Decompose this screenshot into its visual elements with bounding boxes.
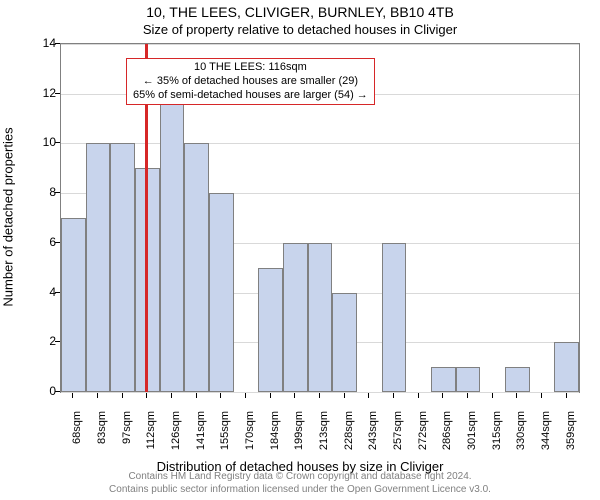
page-subtitle: Size of property relative to detached ho… [0,22,600,37]
gridline [61,143,579,144]
histogram-bar [382,243,407,392]
histogram-bar [505,367,530,392]
x-tick-mark [368,393,369,398]
histogram-bar [258,268,283,392]
annotation-box: 10 THE LEES: 116sqm ← 35% of detached hou… [126,58,375,105]
histogram-bar [61,218,86,392]
x-tick-mark [294,393,295,398]
y-axis-label: Number of detached properties [1,127,16,306]
plot-area: 10 THE LEES: 116sqm ← 35% of detached hou… [60,43,580,393]
x-tick-mark [146,393,147,398]
x-tick-mark [566,393,567,398]
y-tick-mark [55,192,60,193]
histogram-bar [184,143,209,392]
y-tick-mark [55,242,60,243]
x-tick-mark [344,393,345,398]
y-tick-label: 12 [16,86,56,100]
chart-container: Number of detached properties 10 THE LEE… [0,37,600,447]
x-tick-mark [516,393,517,398]
histogram-bar [431,367,456,392]
x-tick-mark [467,393,468,398]
x-tick-mark [122,393,123,398]
credits-line1: Contains HM Land Registry data © Crown c… [128,471,471,482]
x-tick-mark [171,393,172,398]
y-tick-label: 2 [16,334,56,348]
x-tick-mark [442,393,443,398]
gridline [61,44,579,45]
y-tick-label: 14 [16,36,56,50]
x-tick-mark [393,393,394,398]
x-tick-mark [492,393,493,398]
y-tick-mark [55,391,60,392]
histogram-bar [160,69,185,392]
x-tick-mark [97,393,98,398]
y-tick-mark [55,43,60,44]
histogram-bar [283,243,308,392]
x-tick-mark [270,393,271,398]
y-tick-mark [55,341,60,342]
histogram-bar [308,243,333,392]
x-tick-mark [319,393,320,398]
x-tick-mark [72,393,73,398]
annotation-line1: 10 THE LEES: 116sqm [194,61,307,73]
y-tick-label: 10 [16,135,56,149]
credits: Contains HM Land Registry data © Crown c… [0,471,600,496]
histogram-bar [86,143,111,392]
y-tick-label: 0 [16,384,56,398]
x-tick-mark [220,393,221,398]
histogram-bar [332,293,357,392]
annotation-line3: 65% of semi-detached houses are larger (… [133,89,368,101]
histogram-bar [456,367,481,392]
x-tick-mark [541,393,542,398]
x-tick-mark [418,393,419,398]
page-title: 10, THE LEES, CLIVIGER, BURNLEY, BB10 4T… [0,4,600,20]
x-tick-mark [196,393,197,398]
y-tick-mark [55,292,60,293]
y-tick-label: 4 [16,285,56,299]
histogram-bar [554,342,579,392]
y-tick-label: 6 [16,235,56,249]
y-tick-mark [55,93,60,94]
annotation-line2: ← 35% of detached houses are smaller (29… [143,75,358,87]
gridline [61,392,579,393]
y-tick-label: 8 [16,185,56,199]
x-tick-mark [245,393,246,398]
histogram-bar [110,143,135,392]
credits-line2: Contains public sector information licen… [109,484,491,495]
histogram-bar [209,193,234,392]
y-tick-mark [55,142,60,143]
